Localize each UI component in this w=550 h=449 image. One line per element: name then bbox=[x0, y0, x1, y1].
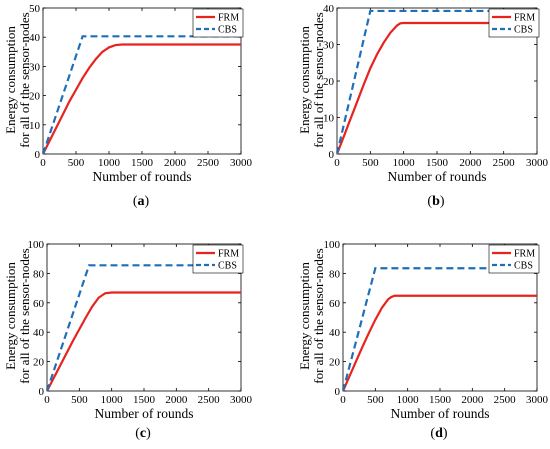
series-line-frm bbox=[47, 291, 241, 392]
y-tick-label: 0 bbox=[335, 386, 341, 398]
x-tick-label: 1500 bbox=[426, 157, 449, 169]
x-tick-label: 1500 bbox=[131, 157, 154, 169]
x-tick-label: 0 bbox=[40, 157, 46, 169]
x-tick-label: 1000 bbox=[397, 394, 420, 406]
x-tick-label: 2000 bbox=[164, 157, 187, 169]
x-axis-label: Number of rounds bbox=[93, 169, 192, 184]
panel-caption-letter: b bbox=[432, 194, 440, 209]
y-axis-label-line-2: for all of the sensor-nodes bbox=[311, 12, 326, 147]
chart-panel-b: 0 500 1000 1500 2000 2500 3000 0 10 20 30 40 Number … bbox=[297, 3, 549, 209]
panel-caption: (b) bbox=[427, 194, 444, 209]
panel-caption-letter: c bbox=[140, 426, 146, 441]
x-tick-label: 3000 bbox=[230, 394, 253, 406]
x-tick-label: 1500 bbox=[429, 394, 452, 406]
y-tick-label: 0 bbox=[39, 386, 45, 398]
x-tick-label: 500 bbox=[68, 157, 85, 169]
legend-label-frm: FRM bbox=[514, 13, 535, 24]
x-tick-label: 2500 bbox=[198, 394, 221, 406]
legend-label-cbs: CBS bbox=[218, 25, 237, 36]
x-axis-label: Number of rounds bbox=[388, 169, 487, 184]
panel-caption: (d) bbox=[430, 426, 447, 441]
y-axis-label-line-1: Energy consumption bbox=[3, 262, 18, 370]
y-tick-label: 20 bbox=[329, 357, 341, 369]
x-tick-label: 2000 bbox=[165, 394, 188, 406]
y-axis-label-line-1: Energy consumption bbox=[297, 26, 312, 134]
x-tick-label: 3000 bbox=[230, 157, 253, 169]
legend-label-cbs: CBS bbox=[514, 25, 533, 36]
x-tick-label: 500 bbox=[362, 157, 379, 169]
y-tick-label: 60 bbox=[329, 298, 341, 310]
legend-label-frm: FRM bbox=[514, 249, 535, 260]
x-tick-label: 0 bbox=[334, 157, 340, 169]
series-line-frm bbox=[343, 294, 537, 392]
legend-label-cbs: CBS bbox=[218, 261, 237, 272]
y-axis-label-line-2: for all of the sensor-nodes bbox=[17, 248, 32, 383]
x-tick-label: 1000 bbox=[393, 157, 416, 169]
y-tick-label: 50 bbox=[29, 3, 41, 15]
y-tick-label: 80 bbox=[329, 268, 341, 280]
legend-label-frm: FRM bbox=[218, 13, 239, 24]
panel-caption-letter: a bbox=[138, 194, 145, 209]
y-axis-label-line-1: Energy consumption bbox=[3, 26, 18, 134]
legend-box bbox=[192, 244, 244, 274]
x-tick-label: 0 bbox=[340, 394, 346, 406]
y-tick-label: 40 bbox=[323, 3, 335, 15]
legend-label-frm: FRM bbox=[218, 249, 239, 260]
y-tick-label: 40 bbox=[29, 32, 41, 44]
panel-caption: (a) bbox=[133, 194, 150, 209]
series-line-cbs bbox=[47, 264, 241, 392]
legend-box bbox=[192, 8, 244, 38]
x-tick-label: 3000 bbox=[526, 394, 549, 406]
chart-panel-d: 0 500 1000 1500 2000 2500 3000 0 20 40 60 80 100 Numb… bbox=[297, 239, 549, 441]
chart-panel-a: 0 500 1000 1500 2000 2500 3000 0 10 20 30 40 50 Numbe… bbox=[3, 3, 253, 209]
legend-label-cbs: CBS bbox=[514, 261, 533, 272]
series-line-frm bbox=[43, 43, 241, 155]
x-tick-label: 1000 bbox=[101, 394, 124, 406]
y-tick-label: 40 bbox=[33, 327, 45, 339]
y-tick-label: 40 bbox=[329, 327, 341, 339]
series-line-cbs bbox=[43, 35, 241, 155]
y-tick-label: 10 bbox=[29, 120, 41, 132]
y-axis-label-line-1: Energy consumption bbox=[297, 262, 312, 370]
x-tick-label: 2000 bbox=[459, 157, 482, 169]
y-tick-label: 0 bbox=[35, 149, 41, 161]
series-line-cbs bbox=[343, 267, 537, 392]
y-tick-label: 30 bbox=[323, 40, 335, 52]
x-axis-label: Number of rounds bbox=[391, 406, 490, 421]
y-tick-label: 10 bbox=[323, 113, 335, 125]
x-tick-label: 1500 bbox=[133, 394, 156, 406]
y-tick-label: 20 bbox=[323, 76, 335, 88]
x-tick-label: 3000 bbox=[526, 157, 549, 169]
y-axis-label-line-2: for all of the sensor-nodes bbox=[17, 12, 32, 147]
y-axis-label-line-2: for all of the sensor-nodes bbox=[311, 248, 326, 383]
x-tick-label: 1000 bbox=[98, 157, 121, 169]
x-tick-label: 2000 bbox=[461, 394, 484, 406]
y-tick-label: 30 bbox=[29, 61, 41, 73]
legend-box bbox=[488, 244, 540, 274]
x-tick-label: 2500 bbox=[494, 394, 517, 406]
x-tick-label: 2500 bbox=[197, 157, 220, 169]
y-tick-label: 80 bbox=[33, 268, 45, 280]
y-tick-label: 20 bbox=[29, 91, 41, 103]
x-axis-label: Number of rounds bbox=[95, 406, 194, 421]
x-tick-label: 2500 bbox=[493, 157, 516, 169]
legend-box bbox=[488, 8, 540, 38]
y-tick-label: 20 bbox=[33, 357, 45, 369]
x-tick-label: 500 bbox=[367, 394, 384, 406]
panel-caption: (c) bbox=[135, 426, 151, 441]
y-tick-label: 100 bbox=[28, 239, 45, 251]
x-tick-label: 500 bbox=[71, 394, 88, 406]
x-tick-label: 0 bbox=[44, 394, 50, 406]
y-tick-label: 100 bbox=[324, 239, 341, 251]
panel-caption-letter: d bbox=[435, 426, 443, 441]
series-line-frm bbox=[337, 21, 537, 155]
y-tick-label: 0 bbox=[329, 149, 335, 161]
y-tick-label: 60 bbox=[33, 298, 45, 310]
chart-panel-c: 0 500 1000 1500 2000 2500 3000 0 20 40 60 80 100 Numb… bbox=[3, 239, 253, 441]
